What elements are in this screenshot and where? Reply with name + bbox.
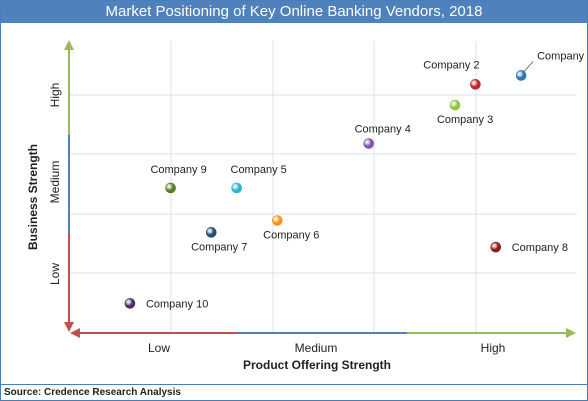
data-point-marker [490,241,502,253]
x-tick-label: Low [148,341,170,355]
data-point-label: Company 3 [437,114,493,126]
data-point-marker [124,298,136,309]
data-point-label: Company 8 [512,242,568,254]
data-point-label: Company 2 [423,59,479,71]
chart-title: Market Positioning of Key Online Banking… [1,1,587,23]
data-point-label: Company 1 [537,50,587,62]
data-point-group: Company 10 [124,298,208,310]
data-point-marker [470,79,481,90]
data-point-marker [205,227,217,238]
data-point-group: Company 7 [191,227,247,253]
data-point-marker [271,215,283,226]
x-tick-label: High [481,341,506,355]
data-point-marker [515,70,527,81]
data-point-group: Company 4 [355,124,411,149]
data-point-marker [231,182,242,194]
x-axis-title: Product Offering Strength [243,358,391,372]
source-note: Source: Credence Research Analysis [1,384,587,400]
data-point-label: Company 5 [231,164,287,176]
data-point-group: Company 2 [423,59,481,90]
data-point-group: Company 3 [437,99,493,126]
data-point-group: Company 8 [490,241,568,254]
y-axis-title: Business Strength [26,144,40,250]
data-point-label: Company 9 [150,164,206,176]
data-point-label: Company 10 [146,298,208,310]
data-points: Company 1 Company 2 Company 3 Company 4 Comp… [124,50,587,310]
data-point-marker [449,99,461,111]
grid [69,41,577,333]
data-point-label: Company 6 [263,230,319,242]
data-point-group: Company 6 [263,215,319,242]
data-point-label: Company 7 [191,241,247,253]
data-point-group: Company 1 [515,50,587,81]
leader-line [522,61,534,73]
data-point-group: Company 9 [150,164,207,194]
data-point-label: Company 4 [355,124,411,136]
y-tick-label: Medium [48,161,62,204]
y-tick-label: Low [48,263,62,285]
data-point-marker [165,182,176,194]
tick-labels: Low Medium High Low Medium High [48,83,505,355]
axes [64,40,576,338]
x-tick-label: Medium [295,341,338,355]
data-point-marker [363,138,375,149]
y-tick-label: High [48,83,62,108]
data-point-group: Company 5 [231,164,287,194]
